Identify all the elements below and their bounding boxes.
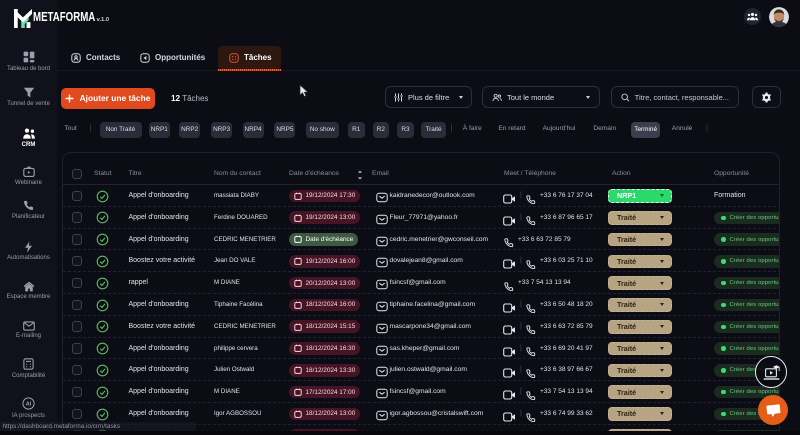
svg-text:AI: AI bbox=[26, 402, 32, 408]
svg-text:METAFORMA: METAFORMA bbox=[33, 10, 96, 24]
svg-text:v.1.0: v.1.0 bbox=[97, 17, 109, 23]
